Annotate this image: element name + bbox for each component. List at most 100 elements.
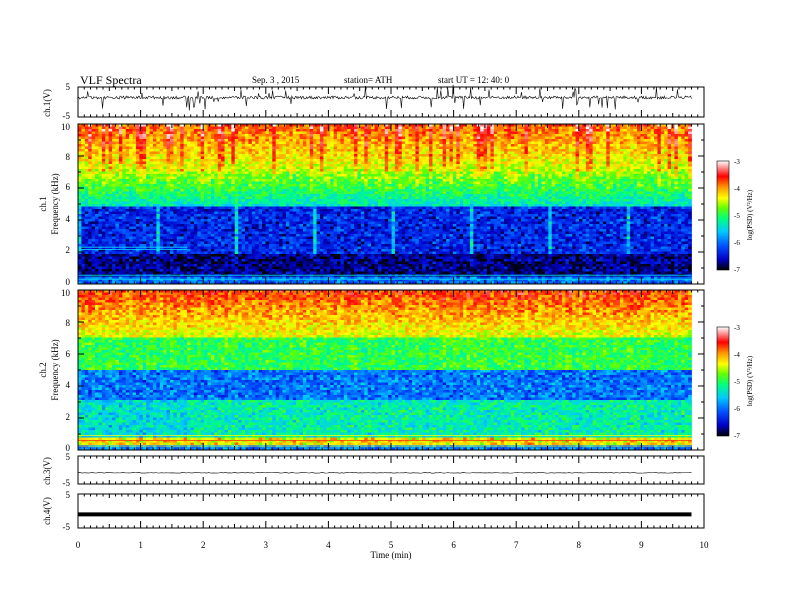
ch1-spec-cell <box>463 161 467 165</box>
ch1-spec-cell <box>565 164 570 167</box>
ch1-spec-cell <box>568 174 573 177</box>
ch1-spec-cell <box>139 176 144 180</box>
ch1-spec-cell <box>265 154 270 157</box>
ch1-spec-cell <box>381 126 386 130</box>
ch1-spec-cell <box>640 124 645 127</box>
ch1-spec-cell <box>98 171 103 175</box>
ch1-spec-cell <box>139 159 144 162</box>
ch1-spec-cell <box>541 184 546 187</box>
ch1-spec-cell <box>197 164 202 167</box>
ch1-spec-cell <box>510 176 515 180</box>
ch1-spec-cell <box>299 174 304 177</box>
ch1-spec-cell <box>418 149 423 152</box>
ch1-spec-cell <box>135 134 140 137</box>
ch1-spec-cell <box>255 184 260 187</box>
ch1-spec-cell <box>193 144 198 147</box>
ch1-spec-cell <box>108 131 113 135</box>
ch1-spec-cell <box>473 131 478 135</box>
ch1-spec-cell <box>183 179 188 182</box>
ch1-spec-cell <box>609 131 614 135</box>
ch1-spec-cell <box>582 161 587 165</box>
ch1-spec-cell <box>401 161 406 165</box>
ch1-spec-cell <box>166 184 171 187</box>
ch1-spec-cell <box>152 189 157 192</box>
ch1-spec-cell <box>510 184 515 187</box>
ch1-spec-cell <box>415 134 420 137</box>
ch1-spec-cell <box>265 171 270 175</box>
ch1-spec-cell <box>316 164 321 167</box>
ch1-spec-cell <box>129 129 133 132</box>
ch1-spec-cell <box>425 126 430 130</box>
ch1-spec-cell <box>674 181 679 185</box>
ch1-spec-cell <box>623 184 628 187</box>
ch1-spec-cell <box>657 141 662 145</box>
ch1-spec-cell <box>258 171 263 175</box>
ch1-spec-cell <box>309 191 314 195</box>
ch1-spec-cell <box>193 139 198 142</box>
ch1-spec-cell <box>626 156 631 160</box>
ch1-spec-cell <box>381 141 386 145</box>
ch1-spec-cell <box>541 171 546 175</box>
ch1-spec-cell <box>200 156 205 160</box>
ch1-spec-cell <box>272 184 277 187</box>
ch1-spec-cell <box>446 134 450 137</box>
ch1-spec-cell <box>609 176 614 180</box>
ch1-spec-cell <box>248 159 253 162</box>
ch1-spec-cell <box>480 189 484 192</box>
ch1-spec-cell <box>343 181 348 185</box>
ch1-spec-cell <box>432 174 437 177</box>
ch1-spec-cell <box>681 131 686 135</box>
ch1-spec-cell <box>401 141 406 145</box>
ch1-spec-cell <box>275 134 280 137</box>
ch1-spec-cell <box>84 149 89 152</box>
ch1-spec-cell <box>262 141 266 145</box>
ch1-spec-cell <box>541 154 546 157</box>
ch1-spec-cell <box>139 154 144 157</box>
ch1-spec-cell <box>432 144 437 147</box>
ch1-spec-cell <box>108 164 113 167</box>
ch1-spec-cell <box>681 174 686 177</box>
ch1-spec-cell <box>197 139 202 142</box>
ch1-spec-cell <box>667 131 672 135</box>
ch1-spec-cell <box>469 179 474 182</box>
ch1-spec-cell <box>667 141 672 145</box>
ch1-spec-cell <box>544 129 549 132</box>
ch1-spec-cell <box>483 191 488 195</box>
ch1-spec-cell <box>435 144 440 147</box>
ch1-spec-cell <box>279 139 283 142</box>
ch1-spec-cell <box>170 184 174 187</box>
ch1-spec-cell <box>214 179 219 182</box>
ch1-spec-cell <box>405 149 409 152</box>
ch1-spec-cell <box>585 154 590 157</box>
ch1-spec-cell <box>602 154 607 157</box>
ch1-spec-cell <box>258 154 263 157</box>
ch1-spec-cell <box>268 161 273 165</box>
ch1-spec-cell <box>446 151 450 155</box>
ch1-spec-cell <box>429 181 433 185</box>
ch1-spec-cell <box>565 171 570 175</box>
ch1-spec-cell <box>122 129 127 132</box>
ch1-spec-cell <box>432 136 437 140</box>
ch1-spec-cell <box>265 156 270 160</box>
ch1-spec-cell <box>207 159 212 162</box>
ch1-spec-cell <box>190 159 195 162</box>
ch1-spec-cell <box>81 159 86 162</box>
ch1-spec-cell <box>231 184 236 187</box>
ch1-spec-cell <box>170 151 174 155</box>
ch1-spec-cell <box>95 176 99 180</box>
ch1-spec-cell <box>241 179 246 182</box>
ch1-spec-cell <box>527 126 532 130</box>
ch1-spec-cell <box>633 171 638 175</box>
ch1-spec-cell <box>251 176 256 180</box>
ch1-spec-cell <box>330 131 335 135</box>
ch1-spec-cell <box>227 186 232 190</box>
ch1-spec-cell <box>91 181 96 185</box>
ch1-spec-cell <box>551 176 556 180</box>
ch1-spec-cell <box>534 161 539 165</box>
ch1-spec-cell <box>483 171 488 175</box>
ch1-spec-cell <box>139 141 144 145</box>
ch1-spec-cell <box>592 126 597 130</box>
ch1-spec-cell <box>214 126 219 130</box>
ch1-spec-cell <box>319 181 324 185</box>
ch1-spec-cell <box>193 154 198 157</box>
